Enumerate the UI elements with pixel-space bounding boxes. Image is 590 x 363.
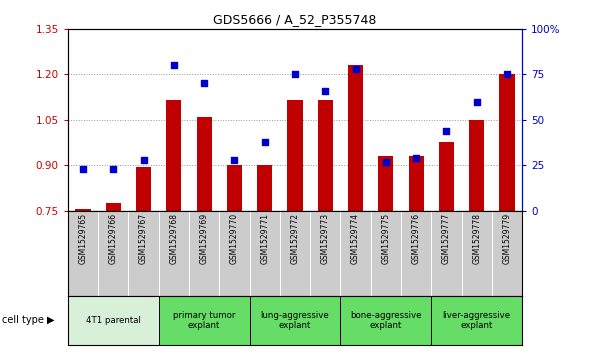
Text: GSM1529779: GSM1529779 (503, 213, 512, 264)
Point (109, 166, 118, 172)
Bar (439, 143, 454, 211)
Point (199, 81, 209, 86)
Text: GSM1529768: GSM1529768 (169, 213, 178, 264)
Point (502, 72, 512, 77)
Text: GSM1529773: GSM1529773 (321, 213, 330, 264)
Point (230, 157, 239, 163)
Bar (136, 167, 151, 211)
Bar (106, 203, 121, 211)
Bar (76, 209, 91, 211)
Point (139, 157, 148, 163)
Text: GSM1529771: GSM1529771 (260, 213, 269, 264)
Title: GDS5666 / A_52_P355748: GDS5666 / A_52_P355748 (214, 13, 376, 26)
Bar (378, 156, 394, 211)
Bar (166, 100, 182, 211)
Point (351, 66, 360, 72)
Text: liver-aggressive
explant: liver-aggressive explant (442, 311, 511, 330)
Point (260, 139, 270, 144)
Text: GSM1529767: GSM1529767 (139, 213, 148, 264)
Bar (159, 296, 250, 345)
Text: primary tumor
explant: primary tumor explant (173, 311, 235, 330)
Bar (348, 65, 363, 211)
Bar (257, 165, 272, 211)
Bar (469, 120, 484, 211)
Point (442, 128, 451, 134)
Text: cell type ▶: cell type ▶ (2, 315, 54, 325)
Text: GSM1529770: GSM1529770 (230, 213, 239, 264)
Text: GSM1529776: GSM1529776 (412, 213, 421, 264)
Bar (227, 165, 242, 211)
Text: GSM1529778: GSM1529778 (472, 213, 481, 264)
Point (381, 159, 391, 164)
Bar (499, 74, 514, 211)
Text: lung-aggressive
explant: lung-aggressive explant (261, 311, 329, 330)
Bar (196, 117, 212, 211)
Text: GSM1529774: GSM1529774 (351, 213, 360, 264)
Text: 4T1 parental: 4T1 parental (86, 316, 141, 325)
Text: bone-aggressive
explant: bone-aggressive explant (350, 311, 422, 330)
Bar (340, 296, 431, 345)
Bar (408, 156, 424, 211)
Text: GSM1529769: GSM1529769 (199, 213, 209, 264)
Text: GSM1529777: GSM1529777 (442, 213, 451, 264)
Point (78, 166, 88, 172)
Bar (317, 100, 333, 211)
Text: GSM1529766: GSM1529766 (109, 213, 118, 264)
Text: GSM1529772: GSM1529772 (290, 213, 300, 264)
Text: GSM1529765: GSM1529765 (78, 213, 87, 264)
Point (472, 99, 481, 105)
Bar (287, 100, 303, 211)
Point (290, 72, 300, 77)
Point (169, 62, 179, 68)
Text: GSM1529775: GSM1529775 (381, 213, 391, 264)
Bar (68, 296, 159, 345)
Point (320, 88, 330, 94)
Point (411, 155, 421, 161)
Bar (250, 296, 340, 345)
Bar (431, 296, 522, 345)
